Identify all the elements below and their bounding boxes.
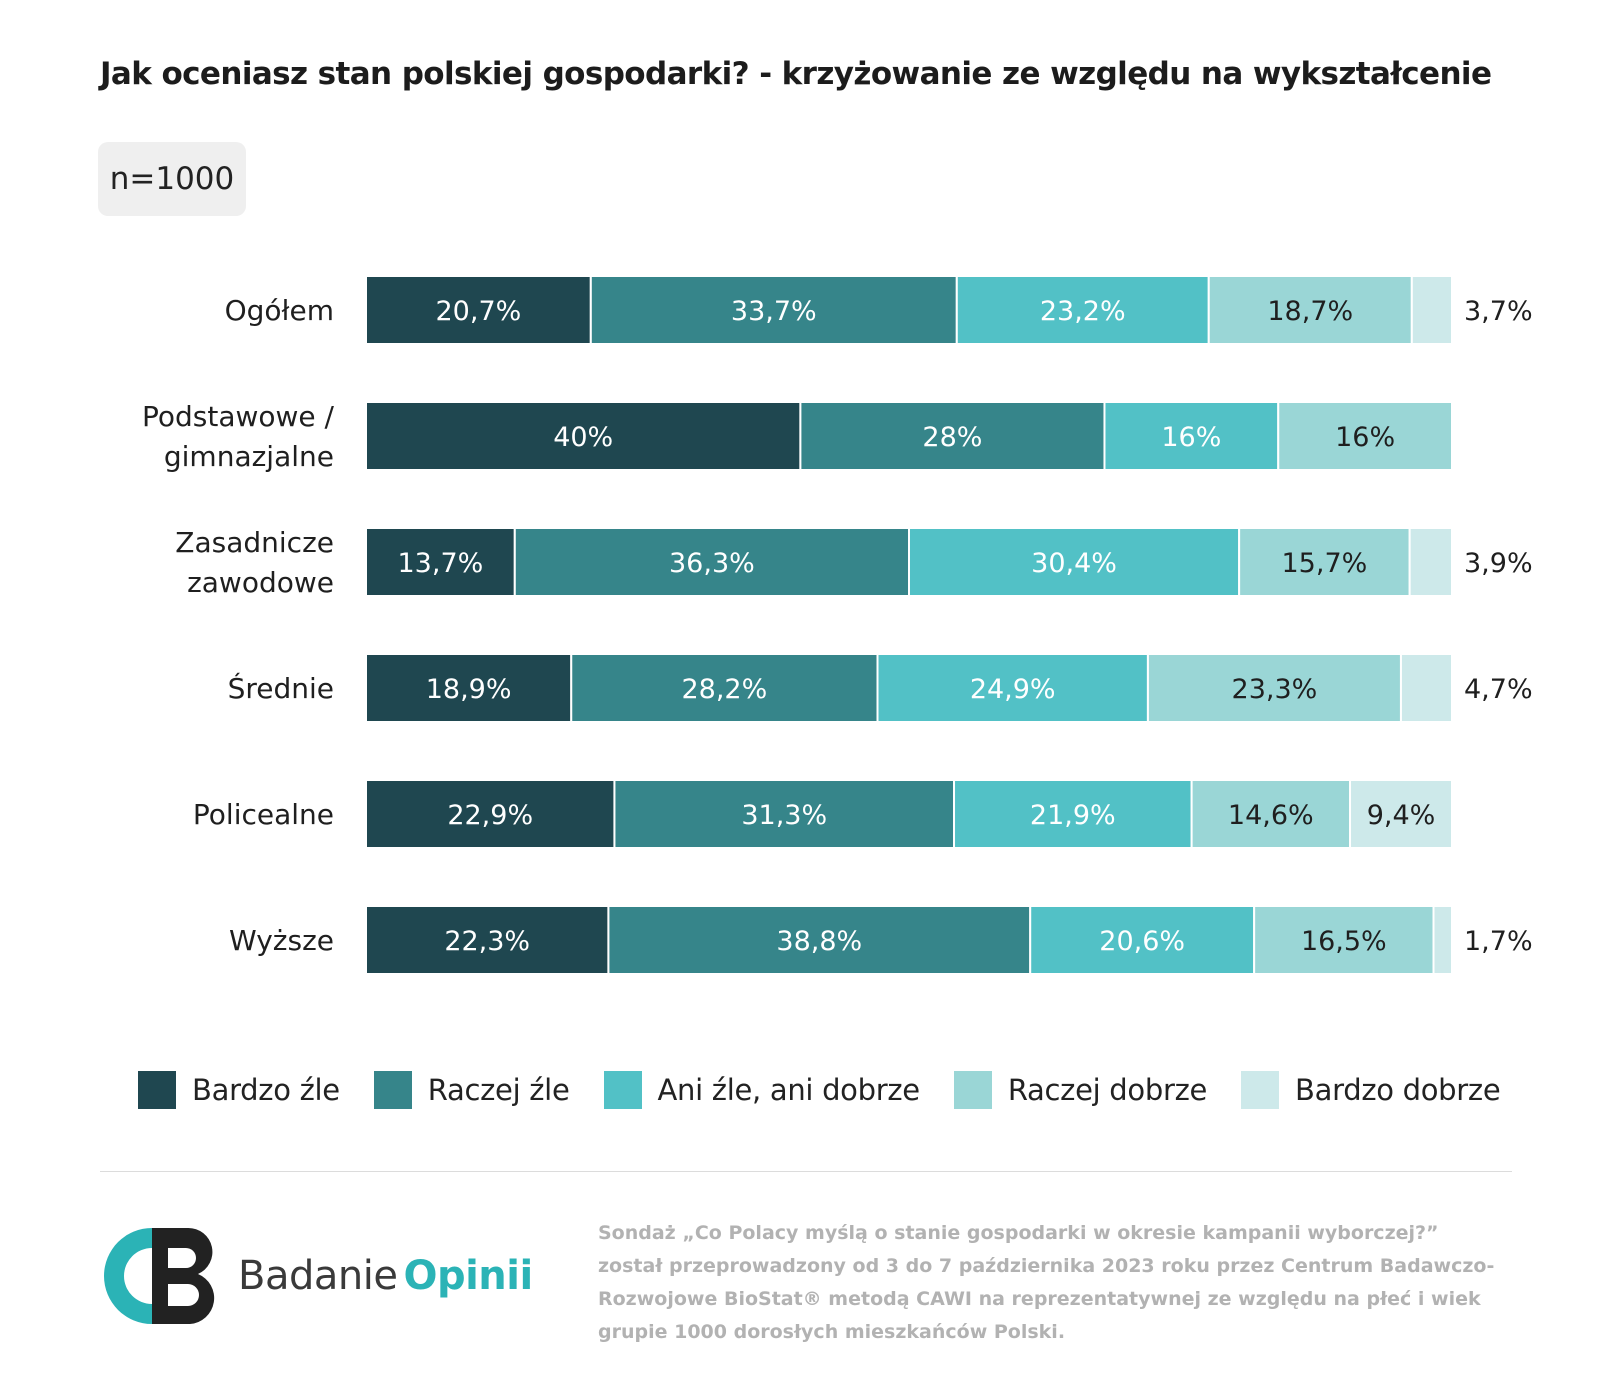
sample-size-badge: n=1000 [98, 142, 246, 216]
logo-text: Badanie Opinii [238, 1253, 533, 1299]
data-label: 40% [553, 422, 613, 453]
data-label: 20,6% [1099, 926, 1185, 957]
bar-segment [365, 401, 802, 471]
bar-segment [513, 527, 910, 597]
data-label: 18,7% [1267, 296, 1353, 327]
data-label: 9,4% [1367, 800, 1436, 831]
bar-segment [1432, 905, 1454, 975]
bar-segment [1410, 275, 1453, 345]
divider [100, 1171, 1512, 1172]
bar-segment [1253, 905, 1435, 975]
data-label: 4,7% [1464, 674, 1533, 705]
data-label: 24,9% [970, 674, 1056, 705]
bar-segment [953, 779, 1193, 849]
category-label: Zasadnicze zawodowe [175, 526, 334, 599]
bar-segment [1349, 779, 1453, 849]
category-label: Podstawowe / gimnazjalne [142, 400, 335, 473]
bar-segment [570, 653, 879, 723]
data-label: 18,9% [426, 674, 512, 705]
data-label: 1,7% [1464, 926, 1533, 957]
logo-icon [104, 1227, 215, 1324]
bar-segment [589, 275, 958, 345]
logo-word-badanie: Badanie [238, 1253, 398, 1299]
category-label: Średnie [228, 671, 334, 705]
legend-swatch [953, 1071, 992, 1109]
bar-segment [365, 275, 592, 345]
bar-segment [1238, 527, 1411, 597]
data-label: 20,7% [436, 296, 522, 327]
data-label: 28% [922, 422, 982, 453]
bar-segment [613, 779, 956, 849]
bar-segment [607, 905, 1032, 975]
bar-segment [1190, 779, 1352, 849]
bar-segment [365, 527, 516, 597]
data-label: 3,9% [1464, 548, 1533, 579]
bar-segment [1408, 527, 1453, 597]
legend-label: Bardzo dobrze [1295, 1073, 1501, 1107]
data-label: 21,9% [1030, 800, 1116, 831]
legend-item-bardzo-zle: Bardzo źle [138, 1071, 340, 1109]
data-label: 13,7% [398, 548, 484, 579]
data-label: 33,7% [731, 296, 817, 327]
data-label: 3,7% [1464, 296, 1533, 327]
legend-label: Ani źle, ani dobrze [657, 1073, 921, 1107]
legend-item-raczej-zle: Raczej źle [373, 1071, 570, 1109]
legend-swatch [373, 1071, 412, 1109]
bar-segment [365, 653, 573, 723]
category-label: Policealne [193, 798, 334, 831]
bar-segment [1146, 653, 1402, 723]
legend-item-ani-zle-ani-dobrze: Ani źle, ani dobrze [603, 1071, 921, 1109]
data-label: 30,4% [1031, 548, 1117, 579]
bar-segment [1399, 653, 1454, 723]
legend-swatch [603, 1071, 642, 1109]
legend-label: Raczej dobrze [1007, 1073, 1208, 1107]
data-label: 16% [1335, 422, 1395, 453]
category-label: Ogółem [225, 294, 334, 327]
data-label: 31,3% [741, 800, 827, 831]
legend: Bardzo źle Raczej źle Ani źle, ani dobrz… [138, 1070, 1534, 1110]
bar-segment [365, 779, 616, 849]
data-label: 28,2% [681, 674, 767, 705]
bar-segment [365, 905, 610, 975]
data-label: 22,9% [447, 800, 533, 831]
legend-swatch [138, 1071, 176, 1109]
legend-swatch [1241, 1071, 1280, 1109]
legend-item-bardzo-dobrze: Bardzo dobrze [1241, 1071, 1501, 1109]
survey-footnote: Sondaż „Co Polacy myślą o stanie gospoda… [598, 1222, 1495, 1343]
data-label: 14,6% [1228, 800, 1314, 831]
data-label: 16,5% [1301, 926, 1387, 957]
data-label: 38,8% [776, 926, 862, 957]
bar-segment [955, 275, 1210, 345]
legend-label: Raczej źle [427, 1073, 570, 1107]
category-label: Wyższe [229, 924, 334, 957]
legend-label: Bardzo źle [192, 1073, 340, 1107]
logo: Badanie Opinii [100, 1226, 533, 1326]
chart-title: Jak oceniasz stan polskiej gospodarki? -… [100, 56, 1492, 92]
bar-segment [1103, 401, 1280, 471]
data-label: 22,3% [444, 926, 530, 957]
bar-segment [799, 401, 1106, 471]
data-label: 16% [1161, 422, 1221, 453]
stacked-bar-chart: Ogółem 20,7% 33,7% 23,2% 18,7% 3,7% Podstawowe… [142, 275, 1533, 975]
logo-word-opinii: Opinii [403, 1253, 533, 1299]
legend-item-raczej-dobrze: Raczej dobrze [953, 1071, 1208, 1109]
data-label: 23,2% [1040, 296, 1126, 327]
data-label: 36,3% [669, 548, 755, 579]
data-label: 15,7% [1282, 548, 1368, 579]
data-label: 23,3% [1232, 674, 1318, 705]
bar-segment [1277, 401, 1453, 471]
